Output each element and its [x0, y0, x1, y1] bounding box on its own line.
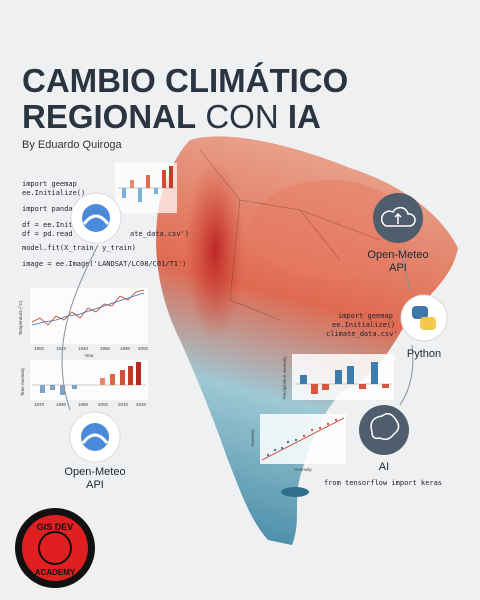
axis-label: Year	[84, 353, 94, 358]
code-left: import geemap ee.Initialize() import pan…	[22, 180, 189, 268]
mini-bar-chart	[115, 163, 177, 213]
code-line: df = ee.Initi	[22, 221, 77, 229]
code-line: ee.Initialize()	[332, 321, 395, 329]
node-label: API	[389, 262, 407, 274]
tick-label: 1940	[78, 346, 89, 351]
cloud-icon	[373, 193, 423, 243]
precip-chart: Precipitation anomaly	[282, 354, 394, 400]
node-label: Open-Meteo	[367, 249, 428, 261]
tick-label: 2000	[138, 346, 149, 351]
anomaly-chart: Time Anomaly 1970 1980 1990 2000 2010 20…	[20, 360, 148, 407]
tick-label: 2020	[136, 402, 147, 407]
tick-label: 1980	[120, 346, 131, 351]
code-line: ee.Initialize()	[22, 189, 85, 197]
axis-label: Anomaly	[250, 429, 255, 447]
code-line: import pandas	[22, 205, 77, 213]
axis-label: Temperature (°C)	[18, 300, 23, 335]
tick-label: 1980	[56, 402, 67, 407]
node-label: Python	[407, 348, 441, 360]
node-label: API	[86, 479, 104, 491]
tick-label: 1970	[34, 402, 45, 407]
connector	[61, 244, 414, 411]
title-line2: REGIONAL CON IA	[22, 98, 321, 135]
code-line: import geemap	[22, 180, 77, 188]
code-line: image = ee.Image('LANDSAT/LC08/C01/T1')	[22, 260, 186, 268]
code-line: df = pd.read	[22, 230, 73, 238]
tick-label: 2000	[98, 402, 109, 407]
map-borders	[199, 149, 381, 321]
code-line: model.fit(X_train, y_train)	[22, 244, 136, 252]
title-line1: CAMBIO CLIMÁTICO	[22, 62, 348, 99]
code-line: ate_data.csv')	[130, 230, 189, 238]
badge: GIS DEV ACADEMY	[15, 508, 95, 588]
badge-text: ACADEMY	[35, 568, 76, 577]
tick-label: 2010	[118, 402, 129, 407]
code-line: climate_data.csv'	[326, 330, 398, 338]
code-line: from tensorflow import keras	[324, 479, 442, 487]
node-label: AI	[379, 461, 389, 473]
earth-engine-icon	[69, 411, 121, 463]
map-hotspot	[185, 160, 245, 340]
axis-label: Precipitation anomaly	[282, 356, 287, 400]
badge-text: GIS DEV	[37, 522, 74, 532]
map-hotspot	[250, 180, 410, 280]
tick-label: 1960	[100, 346, 111, 351]
scatter-chart: Anomaly Anomaly	[250, 414, 346, 472]
tick-label: 1900	[34, 346, 45, 351]
author: By Eduardo Quiroga	[22, 139, 123, 151]
earth-engine-icon	[70, 192, 122, 244]
tick-label: 1920	[56, 346, 67, 351]
island	[281, 487, 309, 497]
axis-label: Anomaly	[294, 467, 312, 472]
ai-icon	[359, 405, 409, 455]
python-icon	[400, 294, 448, 342]
node-label: Open-Meteo	[64, 466, 125, 478]
tick-label: 1990	[78, 402, 89, 407]
axis-label: Time Anomaly	[20, 367, 25, 396]
code-line: import geemap	[338, 312, 393, 320]
temperature-chart: Temperature (°C) Year 1900 1920 1940 196…	[18, 288, 149, 358]
